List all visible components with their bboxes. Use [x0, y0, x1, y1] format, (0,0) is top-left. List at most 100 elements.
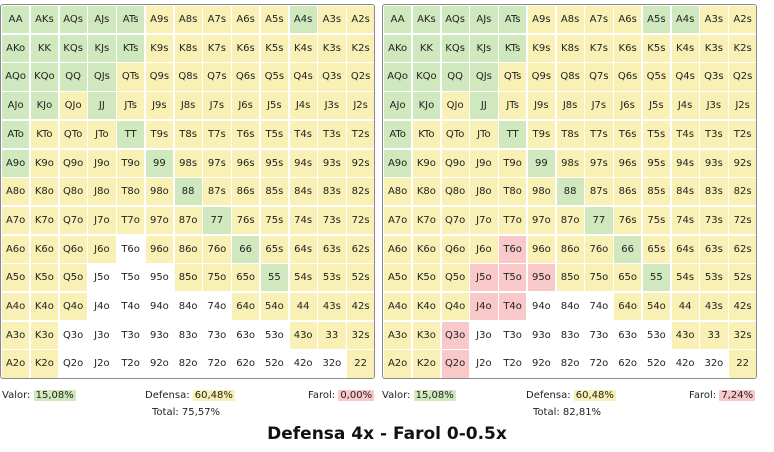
- left-farol-value: 0,00%: [338, 390, 375, 401]
- right-hand-cell-Q6o: Q6o: [441, 235, 469, 263]
- right-hand-cell-62o: 62o: [614, 350, 642, 378]
- left-hand-cell-82o: 82o: [174, 350, 202, 378]
- right-hand-cell-JTs: JTs: [499, 92, 527, 120]
- left-hand-cell-Q7o: Q7o: [59, 206, 87, 235]
- right-hand-cell-A5o: A5o: [384, 264, 412, 292]
- right-hand-cell-QJo: QJo: [441, 92, 469, 120]
- left-total-stat: Total: 75,57%: [152, 407, 220, 418]
- left-hand-cell-JJ: JJ: [88, 92, 116, 120]
- right-hand-cell-32s: 32s: [729, 321, 756, 349]
- left-hand-cell-T4s: T4s: [289, 120, 317, 148]
- right-hand-cell-QTs: QTs: [499, 63, 527, 91]
- right-hand-cell-A5s: A5s: [642, 6, 670, 34]
- left-hand-cell-T7o: T7o: [117, 206, 145, 235]
- right-hand-cell-T2s: T2s: [729, 120, 756, 148]
- right-hand-cell-87o: 87o: [556, 206, 584, 235]
- right-hand-cell-72s: 72s: [729, 206, 756, 235]
- right-hand-cell-AJs: AJs: [470, 6, 498, 34]
- left-hand-cell-AA: AA: [2, 6, 30, 34]
- left-hand-cell-T3s: T3s: [318, 120, 346, 148]
- left-hand-cell-J3s: J3s: [318, 92, 346, 120]
- right-hand-cell-JJ: JJ: [470, 92, 498, 120]
- right-hand-cell-Q8s: Q8s: [556, 63, 584, 91]
- left-hand-cell-93o: 93o: [145, 321, 173, 349]
- left-hand-cell-96s: 96s: [232, 149, 260, 177]
- left-hand-cell-Q8s: Q8s: [174, 63, 202, 91]
- left-hand-cell-96o: 96o: [145, 235, 173, 263]
- right-hand-cell-J8s: J8s: [556, 92, 584, 120]
- left-hand-cell-66: 66: [232, 235, 260, 263]
- right-hand-cell-Q7s: Q7s: [585, 63, 613, 91]
- right-hand-cell-J8o: J8o: [470, 178, 498, 206]
- left-hand-cell-42s: 42s: [347, 293, 374, 321]
- left-hand-cell-A6o: A6o: [2, 235, 30, 263]
- left-hand-cell-A9s: A9s: [145, 6, 173, 34]
- right-hand-cell-K7o: K7o: [412, 206, 440, 235]
- right-hand-cell-J2o: J2o: [470, 350, 498, 378]
- left-hand-cell-AJo: AJo: [2, 92, 30, 120]
- right-hand-cell-62s: 62s: [729, 235, 756, 263]
- right-hand-cell-T2o: T2o: [499, 350, 527, 378]
- right-hand-cell-65o: 65o: [614, 264, 642, 292]
- left-hand-cell-J4s: J4s: [289, 92, 317, 120]
- right-farol-value: 7,24%: [719, 390, 756, 401]
- left-hand-cell-K6s: K6s: [232, 34, 260, 62]
- left-hand-cell-Q9o: Q9o: [59, 149, 87, 177]
- right-hand-cell-QJs: QJs: [470, 63, 498, 91]
- right-farol-stat: Farol: 7,24%: [689, 390, 756, 401]
- left-hand-cell-73s: 73s: [318, 206, 346, 235]
- left-hand-cell-T2o: T2o: [117, 350, 145, 378]
- right-total-label: Total:: [533, 407, 560, 418]
- left-hand-cell-J7o: J7o: [88, 206, 116, 235]
- left-hand-cell-87s: 87s: [203, 178, 231, 206]
- right-hand-cell-T8s: T8s: [556, 120, 584, 148]
- left-hand-cell-86o: 86o: [174, 235, 202, 263]
- left-hand-cell-K3o: K3o: [30, 321, 58, 349]
- right-hand-cell-88: 88: [556, 178, 584, 206]
- left-hand-cell-J6o: J6o: [88, 235, 116, 263]
- left-hand-cell-88: 88: [174, 178, 202, 206]
- left-hand-cell-K9s: K9s: [145, 34, 173, 62]
- left-hand-cell-JTs: JTs: [117, 92, 145, 120]
- left-hand-cell-74s: 74s: [289, 206, 317, 235]
- right-hand-cell-KJo: KJo: [412, 92, 440, 120]
- right-hand-cell-K3s: K3s: [700, 34, 728, 62]
- right-hand-cell-K5s: K5s: [642, 34, 670, 62]
- right-hand-cell-98o: 98o: [527, 178, 555, 206]
- left-hand-cell-87o: 87o: [174, 206, 202, 235]
- right-hand-cell-K5o: K5o: [412, 264, 440, 292]
- right-hand-cell-TT: TT: [499, 120, 527, 148]
- right-hand-cell-52o: 52o: [642, 350, 670, 378]
- right-hand-cell-A7s: A7s: [585, 6, 613, 34]
- left-hand-cell-62s: 62s: [347, 235, 374, 263]
- right-hand-cell-53s: 53s: [700, 264, 728, 292]
- left-hand-cell-J8o: J8o: [88, 178, 116, 206]
- left-hand-cell-A2s: A2s: [347, 6, 374, 34]
- left-hand-cell-65s: 65s: [260, 235, 288, 263]
- hand-grid-right: AA AKs AQs AJs ATs A9s A8s A7s A6s A5s A4s A3s A2s AK…: [382, 4, 757, 379]
- left-hand-cell-J5s: J5s: [260, 92, 288, 120]
- right-hand-cell-A4s: A4s: [671, 6, 699, 34]
- left-hand-cell-53o: 53o: [260, 321, 288, 349]
- left-hand-cell-A5s: A5s: [260, 6, 288, 34]
- right-hand-cell-A7o: A7o: [384, 206, 412, 235]
- right-hand-cell-T4o: T4o: [499, 293, 527, 321]
- left-hand-cell-95s: 95s: [260, 149, 288, 177]
- right-hand-cell-85s: 85s: [642, 178, 670, 206]
- right-hand-cell-K9s: K9s: [527, 34, 555, 62]
- hand-grid-left: AA AKs AQs AJs ATs A9s A8s A7s A6s A5s A4s A3s A2s AK…: [0, 4, 375, 379]
- left-hand-cell-A7o: A7o: [2, 206, 30, 235]
- right-hand-cell-Q6s: Q6s: [614, 63, 642, 91]
- right-hand-cell-J2s: J2s: [729, 92, 756, 120]
- left-hand-cell-Q9s: Q9s: [145, 63, 173, 91]
- left-total-label: Total:: [152, 407, 179, 418]
- right-hand-cell-95o: 95o: [527, 264, 555, 292]
- left-hand-cell-AKo: AKo: [2, 34, 30, 62]
- right-hand-cell-Q4s: Q4s: [671, 63, 699, 91]
- left-valor-label: Valor:: [2, 390, 31, 401]
- left-hand-cell-A5o: A5o: [2, 264, 30, 292]
- left-hand-cell-73o: 73o: [203, 321, 231, 349]
- left-hand-cell-55: 55: [260, 264, 288, 292]
- right-hand-cell-ATo: ATo: [384, 120, 412, 148]
- right-hand-cell-63s: 63s: [700, 235, 728, 263]
